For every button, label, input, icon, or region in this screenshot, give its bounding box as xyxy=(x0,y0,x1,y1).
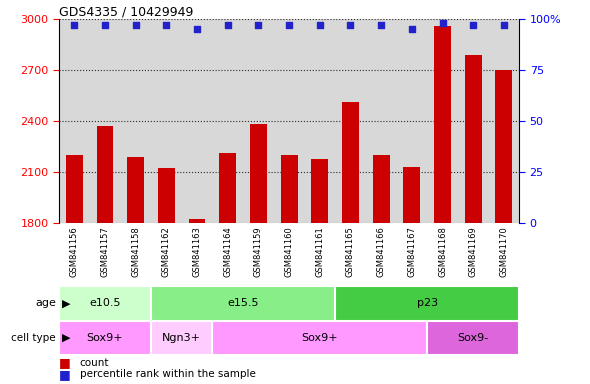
Bar xyxy=(465,55,481,223)
Text: Ngn3+: Ngn3+ xyxy=(162,333,201,343)
Point xyxy=(284,22,294,28)
Point xyxy=(131,22,140,28)
Point xyxy=(438,20,447,26)
Point xyxy=(468,22,478,28)
Text: ■: ■ xyxy=(59,356,71,369)
Text: GSM841167: GSM841167 xyxy=(407,226,417,277)
Bar xyxy=(97,126,113,223)
Text: e15.5: e15.5 xyxy=(227,298,259,308)
Point xyxy=(376,22,386,28)
Point xyxy=(223,22,232,28)
Point xyxy=(315,22,324,28)
Point xyxy=(499,22,509,28)
Text: ■: ■ xyxy=(59,368,71,381)
Text: Sox9+: Sox9+ xyxy=(87,333,123,343)
Text: ▶: ▶ xyxy=(62,298,70,308)
Bar xyxy=(281,155,297,223)
Text: GSM841162: GSM841162 xyxy=(162,226,171,276)
Text: GSM841161: GSM841161 xyxy=(315,226,324,276)
Point xyxy=(254,22,263,28)
Text: percentile rank within the sample: percentile rank within the sample xyxy=(80,369,255,379)
Text: GSM841159: GSM841159 xyxy=(254,226,263,276)
Text: GSM841164: GSM841164 xyxy=(223,226,232,276)
Text: e10.5: e10.5 xyxy=(89,298,121,308)
Text: GSM841157: GSM841157 xyxy=(100,226,110,276)
Bar xyxy=(158,169,175,223)
Text: GSM841163: GSM841163 xyxy=(192,226,202,277)
Bar xyxy=(212,321,427,355)
Bar xyxy=(496,70,512,223)
Bar xyxy=(219,153,236,223)
Text: ▶: ▶ xyxy=(62,333,70,343)
Bar xyxy=(342,102,359,223)
Text: GSM841158: GSM841158 xyxy=(131,226,140,276)
Bar xyxy=(66,155,83,223)
Text: GSM841170: GSM841170 xyxy=(499,226,509,276)
Bar xyxy=(427,321,519,355)
Bar xyxy=(59,286,151,321)
Text: age: age xyxy=(35,298,56,308)
Point xyxy=(192,26,202,33)
Text: GSM841166: GSM841166 xyxy=(376,226,386,277)
Text: cell type: cell type xyxy=(11,333,56,343)
Point xyxy=(407,26,417,33)
Bar xyxy=(434,26,451,223)
Text: GSM841160: GSM841160 xyxy=(284,226,294,276)
Bar xyxy=(151,321,212,355)
Bar xyxy=(250,124,267,223)
Bar xyxy=(373,155,389,223)
Text: Sox9-: Sox9- xyxy=(458,333,489,343)
Point xyxy=(70,22,79,28)
Text: GDS4335 / 10429949: GDS4335 / 10429949 xyxy=(59,5,194,18)
Point xyxy=(162,22,171,28)
Bar xyxy=(127,157,144,223)
Point xyxy=(346,22,355,28)
Bar xyxy=(151,286,335,321)
Text: Sox9+: Sox9+ xyxy=(301,333,338,343)
Bar xyxy=(59,321,151,355)
Text: GSM841156: GSM841156 xyxy=(70,226,79,276)
Text: p23: p23 xyxy=(417,298,438,308)
Point xyxy=(100,22,110,28)
Text: count: count xyxy=(80,358,109,368)
Text: GSM841169: GSM841169 xyxy=(468,226,478,276)
Bar xyxy=(404,167,420,223)
Text: GSM841165: GSM841165 xyxy=(346,226,355,276)
Bar xyxy=(335,286,519,321)
Bar xyxy=(189,219,205,223)
Bar xyxy=(312,159,328,223)
Text: GSM841168: GSM841168 xyxy=(438,226,447,277)
